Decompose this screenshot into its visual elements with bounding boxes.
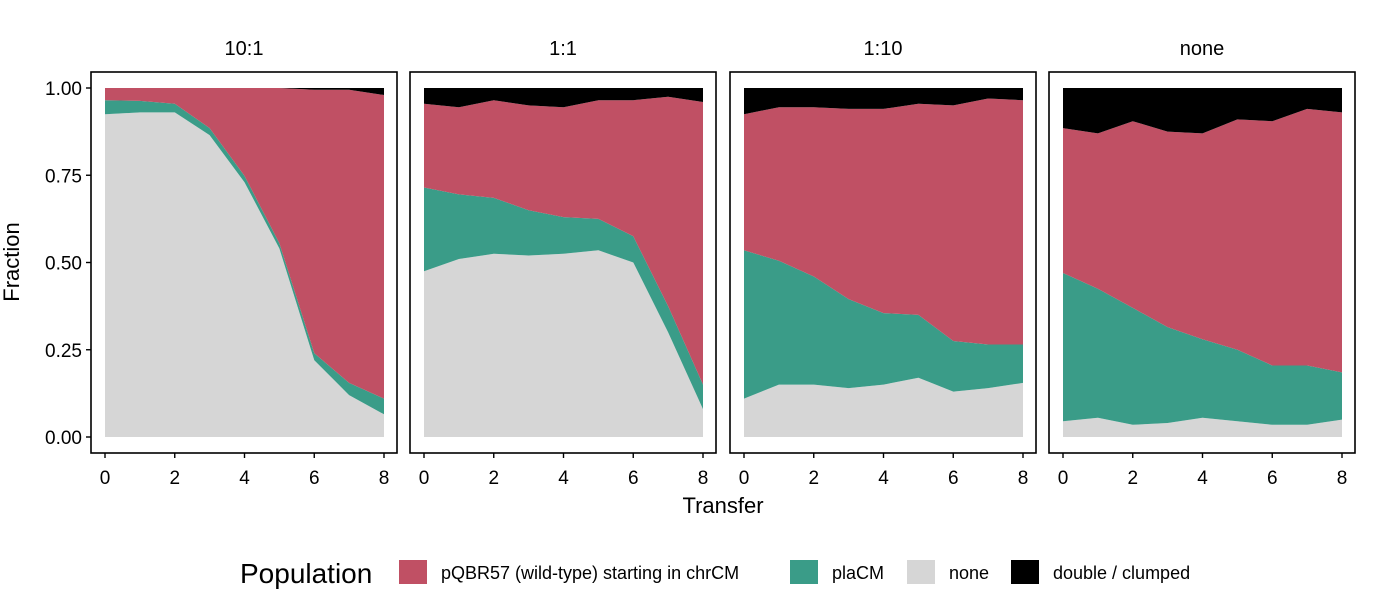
x-tick-label: 4 bbox=[558, 468, 569, 489]
facet-title: 1:1 bbox=[549, 38, 577, 60]
facet-title: 10:1 bbox=[225, 38, 264, 60]
area-none bbox=[1063, 417, 1342, 437]
x-tick-label: 0 bbox=[739, 468, 750, 489]
y-tick-label: 0.75 bbox=[45, 166, 82, 187]
y-tick-label: 1.00 bbox=[45, 79, 82, 100]
area-double bbox=[1063, 88, 1342, 134]
legend-swatch-placm bbox=[790, 560, 818, 584]
x-tick-label: 2 bbox=[808, 468, 819, 489]
x-tick-label: 2 bbox=[1127, 468, 1138, 489]
x-tick-label: 8 bbox=[1337, 468, 1348, 489]
area-none bbox=[105, 112, 384, 438]
x-axis-title: Transfer bbox=[682, 493, 763, 518]
x-tick-label: 8 bbox=[698, 468, 709, 489]
legend-label-double: double / clumped bbox=[1053, 563, 1190, 583]
area-pqbr57 bbox=[1063, 108, 1342, 373]
x-tick-label: 8 bbox=[379, 468, 390, 489]
x-tick-label: 4 bbox=[239, 468, 250, 489]
area-placm bbox=[1063, 273, 1342, 425]
area-double bbox=[105, 88, 384, 95]
area-pqbr57 bbox=[744, 98, 1023, 345]
x-tick-label: 6 bbox=[948, 468, 959, 489]
legend-title: Population bbox=[240, 558, 372, 589]
y-tick-label: 0.25 bbox=[45, 341, 82, 362]
x-tick-label: 0 bbox=[419, 468, 430, 489]
facet-title: 1:10 bbox=[864, 38, 903, 60]
x-tick-label: 0 bbox=[1058, 468, 1069, 489]
y-tick-label: 0.00 bbox=[45, 428, 82, 449]
area-pqbr57 bbox=[105, 88, 384, 399]
area-none bbox=[744, 377, 1023, 437]
area-pqbr57 bbox=[424, 96, 703, 385]
x-tick-label: 6 bbox=[1267, 468, 1278, 489]
y-axis-title: Fraction bbox=[0, 222, 24, 301]
legend-swatch-pqbr57 bbox=[399, 560, 427, 584]
legend-swatch-double bbox=[1011, 560, 1039, 584]
legend-label-placm: plaCM bbox=[832, 563, 884, 583]
area-none bbox=[424, 250, 703, 437]
area-double bbox=[744, 88, 1023, 115]
x-tick-label: 4 bbox=[878, 468, 889, 489]
facet-title: none bbox=[1180, 38, 1225, 60]
area-placm bbox=[744, 250, 1023, 399]
x-tick-label: 6 bbox=[309, 468, 320, 489]
legend-label-pqbr57: pQBR57 (wild-type) starting in chrCM bbox=[441, 563, 739, 583]
legend-swatch-none bbox=[907, 560, 935, 584]
x-tick-label: 2 bbox=[488, 468, 499, 489]
x-tick-label: 0 bbox=[100, 468, 111, 489]
x-tick-label: 4 bbox=[1197, 468, 1208, 489]
legend-label-none: none bbox=[949, 563, 989, 583]
y-tick-label: 0.50 bbox=[45, 254, 82, 275]
x-tick-label: 2 bbox=[169, 468, 180, 489]
area-placm bbox=[424, 187, 703, 410]
x-tick-label: 6 bbox=[628, 468, 639, 489]
area-double bbox=[424, 88, 703, 108]
x-tick-label: 8 bbox=[1018, 468, 1029, 489]
